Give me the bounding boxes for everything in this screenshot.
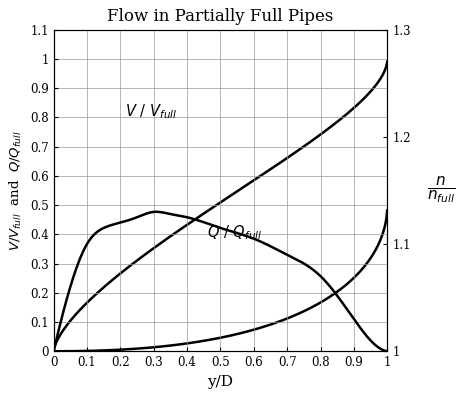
Y-axis label: $V/V_{full}$  and  $Q/Q_{full}$: $V/V_{full}$ and $Q/Q_{full}$ [8, 130, 25, 251]
Text: $V\ /\ V_{full}$: $V\ /\ V_{full}$ [125, 102, 177, 121]
Y-axis label: $\dfrac{n}{n_{full}}$: $\dfrac{n}{n_{full}}$ [426, 176, 455, 205]
Title: Flow in Partially Full Pipes: Flow in Partially Full Pipes [107, 8, 333, 25]
Text: $Q\ /\ Q_{full}$: $Q\ /\ Q_{full}$ [206, 223, 262, 242]
X-axis label: y/D: y/D [207, 375, 233, 389]
